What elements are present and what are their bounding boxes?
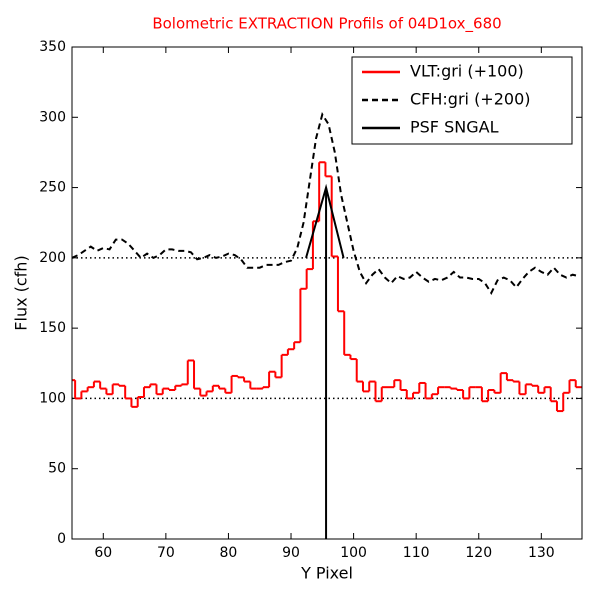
legend-label: PSF SNGAL	[410, 118, 499, 137]
y-tick-label: 150	[39, 320, 66, 336]
y-tick-label: 350	[39, 39, 66, 55]
y-tick-label: 50	[48, 461, 66, 477]
x-tick-label: 70	[157, 545, 175, 561]
x-tick-label: 110	[403, 545, 430, 561]
x-axis-label: Y Pixel	[300, 564, 353, 583]
y-tick-label: 300	[39, 109, 66, 125]
line	[305, 183, 345, 259]
x-tick-label: 100	[340, 545, 367, 561]
legend-label: CFH:gri (+200)	[410, 90, 531, 109]
x-tick-label: 90	[282, 545, 300, 561]
chart-title: Bolometric EXTRACTION Profils of 04D1ox_…	[152, 15, 501, 34]
y-tick-label: 250	[39, 180, 66, 196]
plot-area	[72, 112, 582, 539]
legend-label: VLT:gri (+100)	[410, 62, 524, 81]
x-tick-label: 120	[465, 545, 492, 561]
x-tick-label: 130	[528, 545, 555, 561]
plot-frame	[71, 46, 583, 540]
y-axis-label: Flux (cfh)	[12, 255, 31, 330]
x-tick-label: 60	[94, 545, 112, 561]
y-tick-label: 200	[39, 250, 66, 266]
y-tick-label: 100	[39, 390, 66, 406]
line	[72, 112, 580, 296]
x-tick-label: 80	[220, 545, 238, 561]
y-tick-label: 0	[57, 531, 66, 547]
